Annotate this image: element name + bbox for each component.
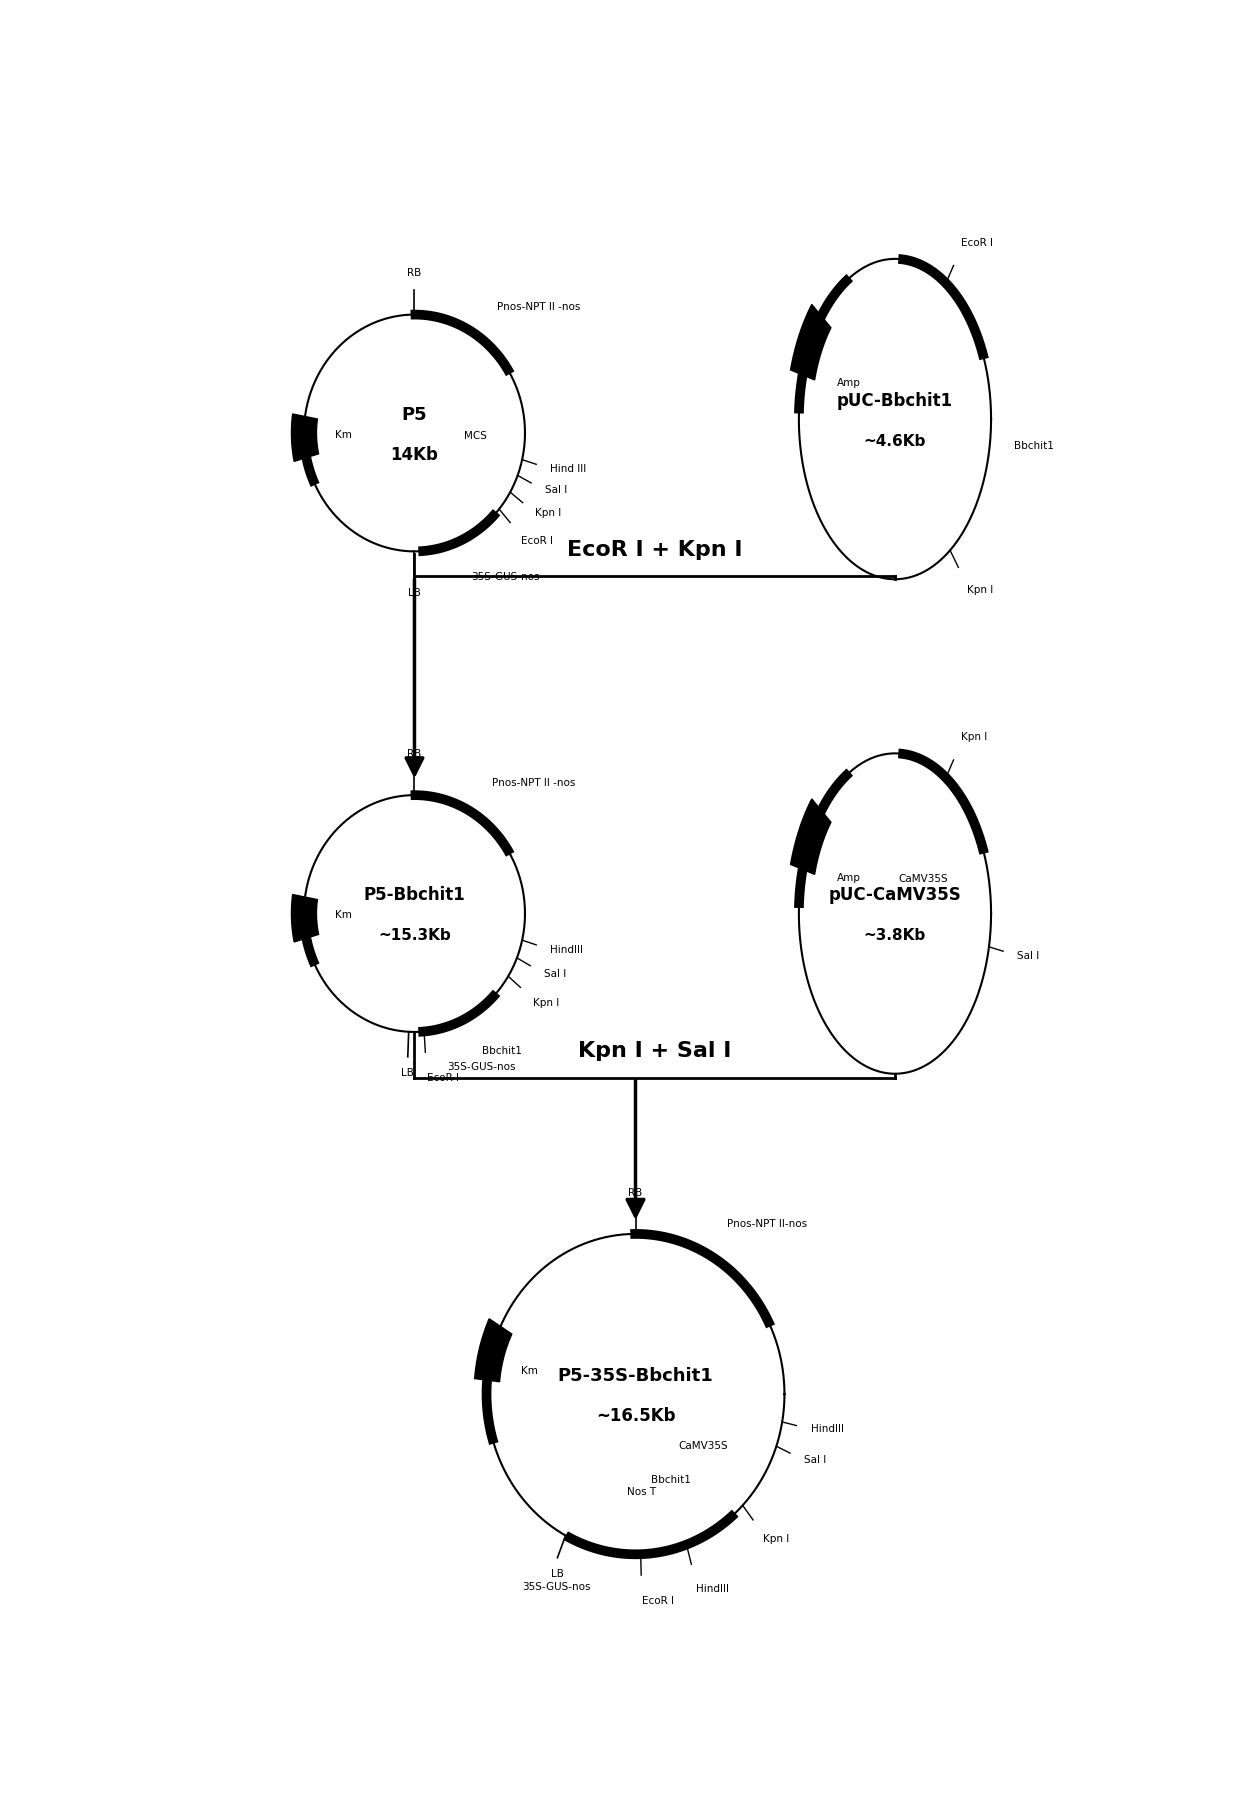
- Text: HindIII: HindIII: [811, 1424, 843, 1435]
- Text: 35S-GUS-nos: 35S-GUS-nos: [471, 572, 539, 582]
- Text: Amp: Amp: [837, 872, 861, 883]
- Text: ~4.6Kb: ~4.6Kb: [864, 434, 926, 449]
- Text: EcoR I: EcoR I: [642, 1596, 673, 1606]
- Text: 35S-GUS-nos: 35S-GUS-nos: [522, 1583, 590, 1592]
- Text: Hind III: Hind III: [551, 465, 587, 474]
- Text: EcoR I: EcoR I: [521, 535, 553, 546]
- Text: P5: P5: [402, 405, 428, 423]
- Text: 35S-GUS-nos: 35S-GUS-nos: [446, 1062, 516, 1073]
- Text: pUC-Bbchit1: pUC-Bbchit1: [837, 393, 954, 411]
- Text: EcoR I: EcoR I: [961, 237, 993, 248]
- Text: ~16.5Kb: ~16.5Kb: [595, 1407, 676, 1425]
- Polygon shape: [291, 894, 319, 942]
- Text: Nos T: Nos T: [627, 1487, 657, 1496]
- Text: Amp: Amp: [837, 378, 861, 389]
- Text: Sal I: Sal I: [544, 485, 567, 496]
- Text: MCS: MCS: [464, 431, 486, 441]
- Text: LB: LB: [551, 1568, 564, 1579]
- Text: Bbchit1: Bbchit1: [1014, 441, 1054, 450]
- Text: Sal I: Sal I: [804, 1454, 826, 1465]
- Text: HindIII: HindIII: [697, 1585, 729, 1594]
- Text: LB: LB: [408, 588, 420, 597]
- Text: Kpn I + Sal I: Kpn I + Sal I: [578, 1042, 732, 1062]
- Text: ~15.3Kb: ~15.3Kb: [378, 928, 451, 942]
- Text: LB: LB: [402, 1067, 414, 1078]
- Text: Pnos-NPT II -nos: Pnos-NPT II -nos: [497, 302, 580, 313]
- Polygon shape: [791, 304, 831, 380]
- Text: Km: Km: [521, 1366, 538, 1375]
- Text: HindIII: HindIII: [551, 944, 583, 955]
- Polygon shape: [791, 800, 831, 874]
- Text: Pnos-NPT II-nos: Pnos-NPT II-nos: [727, 1219, 807, 1228]
- Text: Kpn I: Kpn I: [536, 508, 562, 517]
- Text: ~3.8Kb: ~3.8Kb: [864, 928, 926, 942]
- Text: Sal I: Sal I: [1017, 950, 1039, 961]
- Text: Kpn I: Kpn I: [967, 584, 993, 595]
- Text: Pnos-NPT II -nos: Pnos-NPT II -nos: [491, 778, 575, 789]
- Text: Kpn I: Kpn I: [961, 733, 987, 742]
- Text: Km: Km: [335, 431, 352, 440]
- Polygon shape: [291, 414, 319, 461]
- Text: Kpn I: Kpn I: [764, 1534, 790, 1545]
- Text: RB: RB: [629, 1189, 642, 1198]
- Text: Bbchit1: Bbchit1: [651, 1474, 691, 1485]
- Text: CaMV35S: CaMV35S: [678, 1442, 728, 1451]
- Text: RB: RB: [408, 268, 422, 279]
- Text: Kpn I: Kpn I: [533, 999, 559, 1008]
- Text: EcoR I + Kpn I: EcoR I + Kpn I: [567, 539, 743, 559]
- Text: Km: Km: [335, 910, 352, 921]
- Text: RB: RB: [408, 749, 422, 760]
- Text: P5-35S-Bbchit1: P5-35S-Bbchit1: [558, 1368, 713, 1386]
- Text: P5-Bbchit1: P5-Bbchit1: [363, 886, 465, 904]
- Text: pUC-CaMV35S: pUC-CaMV35S: [828, 886, 961, 904]
- Text: CaMV35S: CaMV35S: [899, 874, 949, 885]
- Text: Sal I: Sal I: [543, 968, 565, 979]
- Text: Bbchit1: Bbchit1: [481, 1046, 522, 1056]
- Text: 14Kb: 14Kb: [391, 447, 439, 465]
- Polygon shape: [475, 1319, 512, 1382]
- Text: EcoR I: EcoR I: [427, 1073, 459, 1084]
